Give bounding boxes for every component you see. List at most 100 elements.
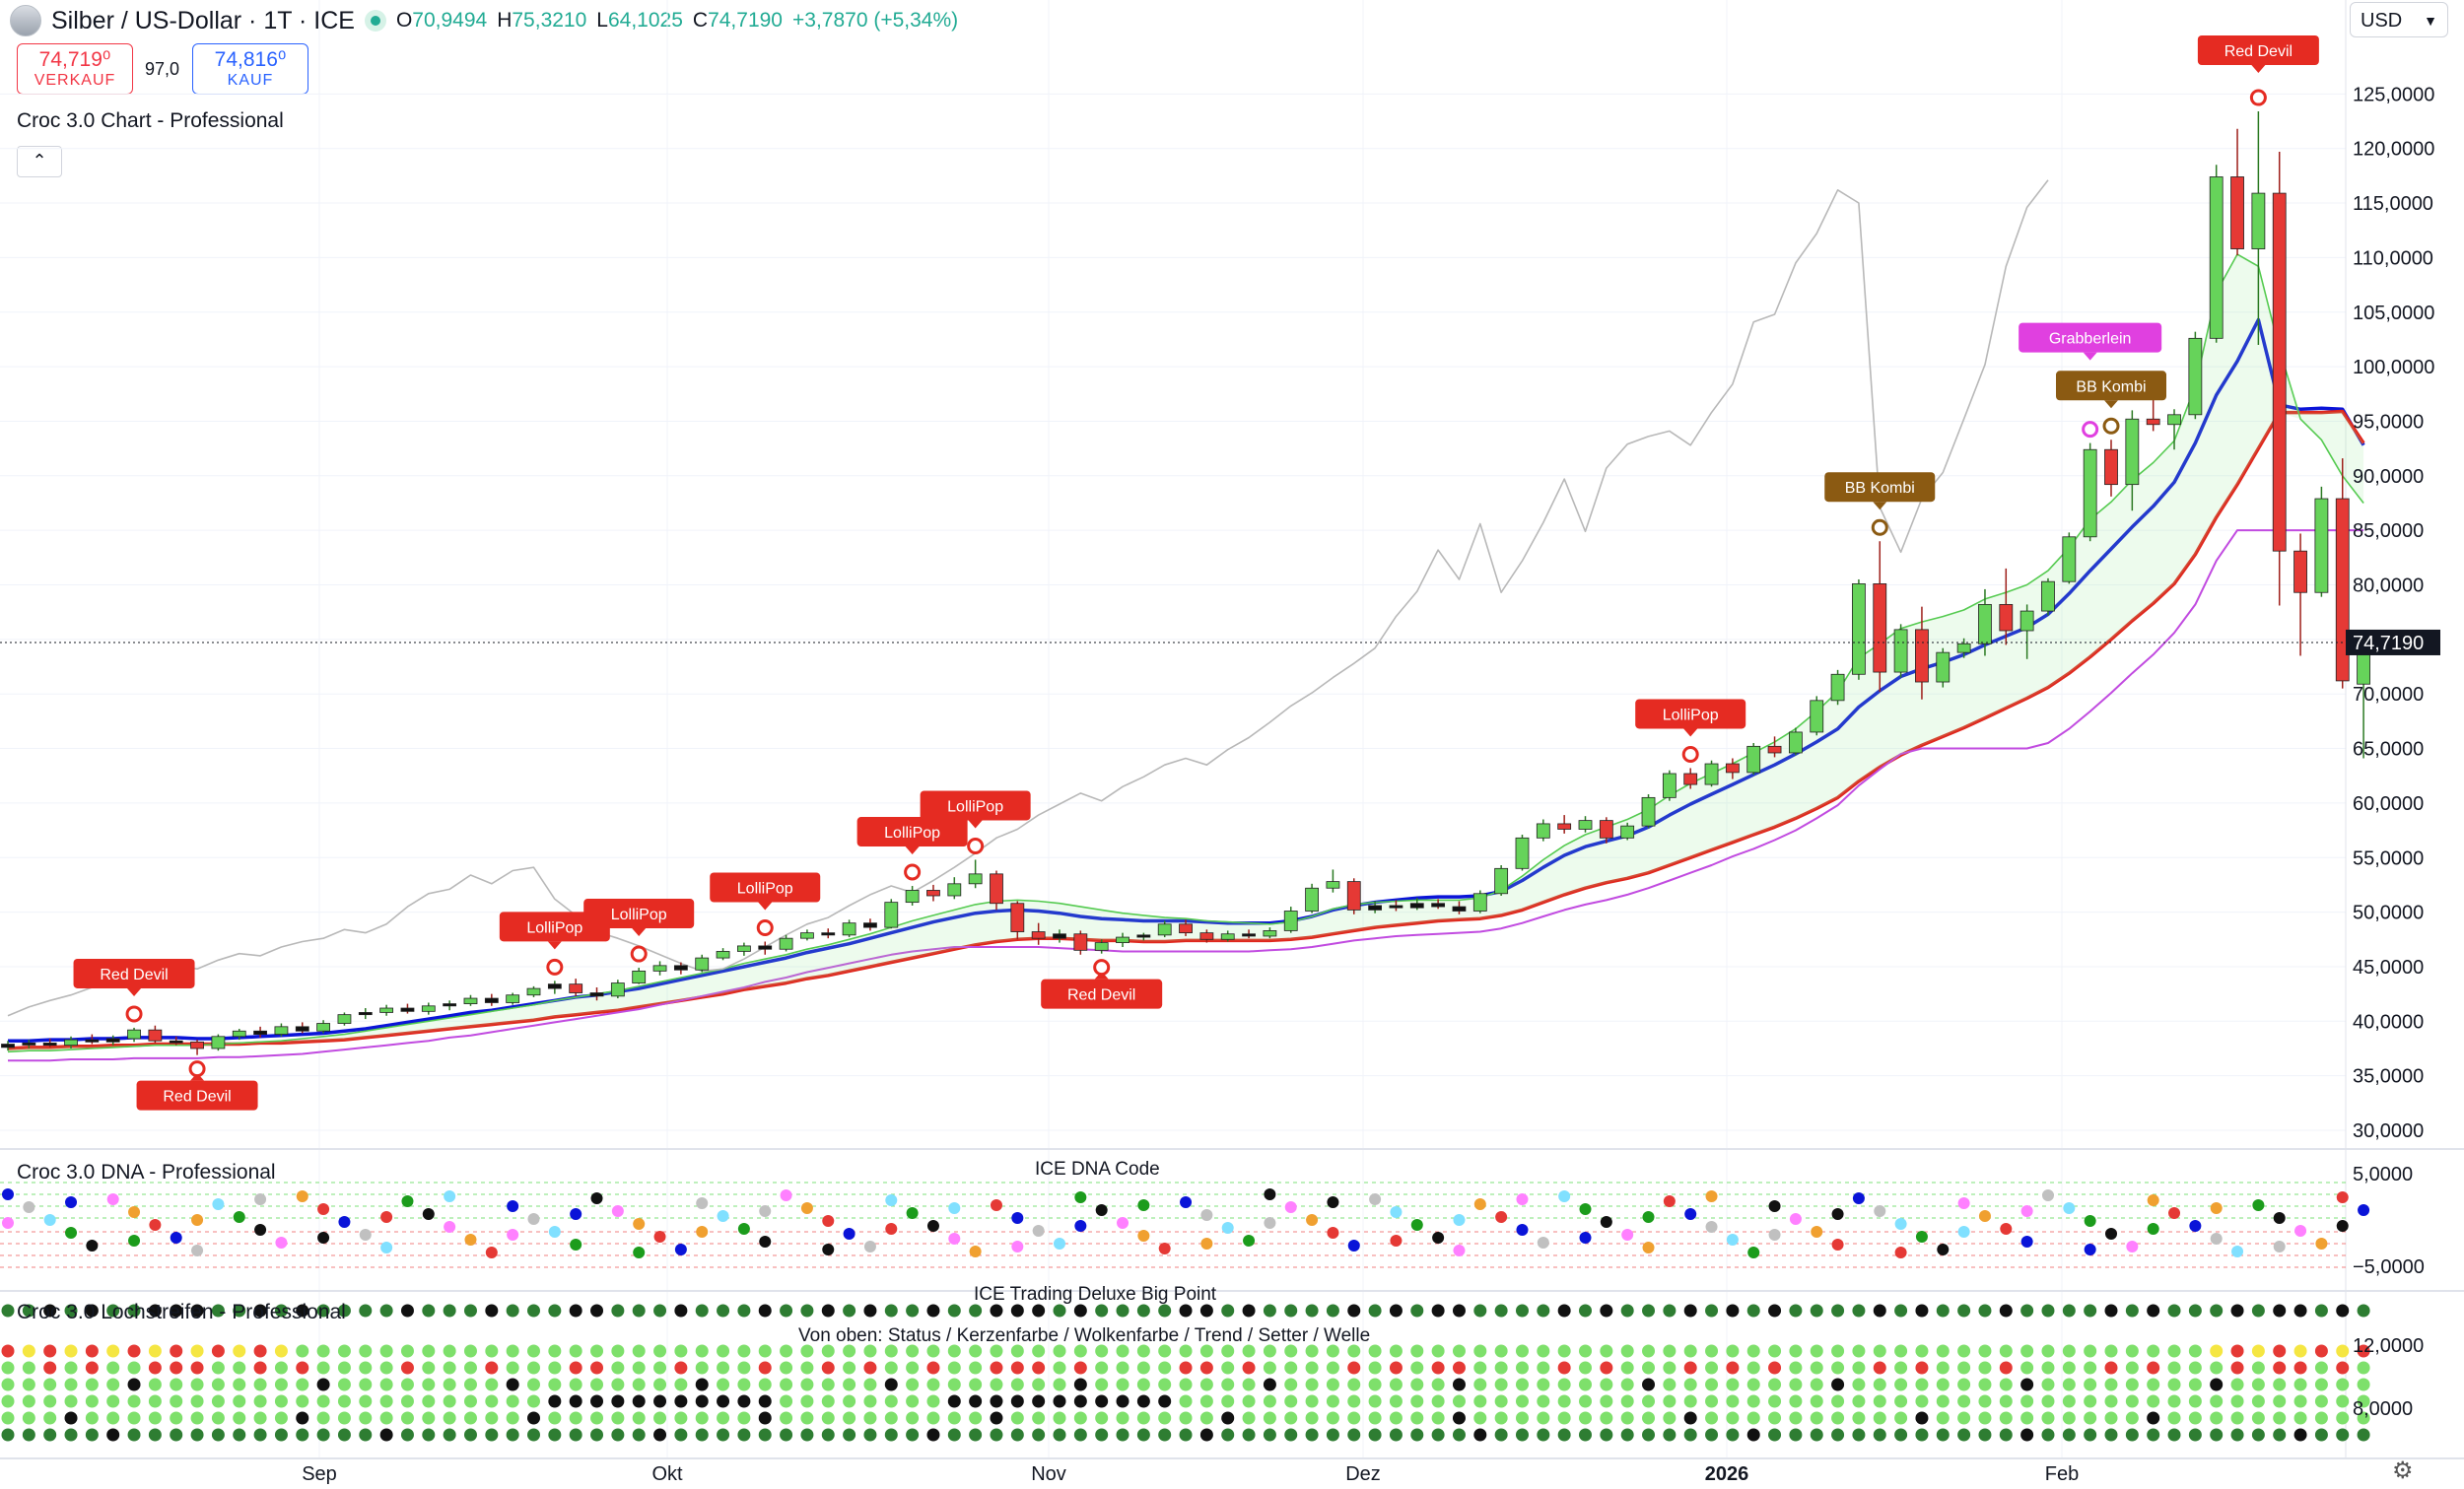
signal-marker	[2082, 421, 2099, 439]
lochstreifen-dot	[1010, 1411, 1024, 1425]
lochstreifen-dot	[379, 1304, 393, 1318]
dna-indicator-title[interactable]: Croc 3.0 DNA - Professional	[17, 1161, 276, 1184]
signal-label-text: LolliPop	[947, 798, 1003, 815]
lochstreifen-dot	[1053, 1411, 1066, 1425]
lochstreifen-dot	[632, 1411, 646, 1425]
lochstreifen-dot	[2251, 1304, 2265, 1318]
lochstreifen-dot	[506, 1428, 519, 1442]
lochstreifen-indicator-title[interactable]: Croc 3.0 Lochstreifen - Professional	[17, 1301, 346, 1323]
lochstreifen-dot	[590, 1394, 604, 1408]
dna-dot	[527, 1213, 540, 1225]
lochstreifen-dot	[1537, 1378, 1550, 1391]
lochstreifen-dot	[527, 1394, 540, 1408]
lochstreifen-dot	[1768, 1394, 1782, 1408]
settings-gear-icon[interactable]: ⚙	[2392, 1457, 2414, 1484]
lochstreifen-dot	[1073, 1378, 1087, 1391]
lochstreifen-dot	[1326, 1344, 1339, 1358]
lochstreifen-dot	[1158, 1411, 1172, 1425]
dna-dot	[1537, 1237, 1549, 1249]
symbol-title[interactable]: Silber / US-Dollar · 1T · ICE	[51, 6, 355, 34]
dna-dot	[1937, 1244, 1950, 1255]
candle-body	[1409, 903, 1424, 909]
lochstreifen-dot	[1831, 1378, 1845, 1391]
lochstreifen-dot	[1515, 1344, 1529, 1358]
lochstreifen-dot	[2357, 1428, 2370, 1442]
lochstreifen-dot	[43, 1304, 57, 1318]
currency-select[interactable]: USD ▼	[2350, 2, 2448, 37]
lochstreifen-dot	[990, 1378, 1003, 1391]
dna-dot	[2273, 1241, 2286, 1252]
lochstreifen-dot	[758, 1361, 772, 1375]
lochstreifen-dot	[296, 1344, 309, 1358]
lochstreifen-dot	[1894, 1361, 1908, 1375]
lochstreifen-dot	[1936, 1361, 1950, 1375]
candle-body	[1431, 903, 1446, 908]
dna-dot	[906, 1207, 919, 1219]
signal-label-text: LolliPop	[1663, 707, 1719, 723]
lochstreifen-dot	[1515, 1411, 1529, 1425]
lochstreifen-dot	[400, 1361, 414, 1375]
spread-value: 97,0	[145, 59, 180, 79]
lochstreifen-dot	[1957, 1344, 1971, 1358]
lochstreifen-dot	[359, 1344, 373, 1358]
lochstreifen-dot	[2041, 1361, 2055, 1375]
market-status-icon[interactable]	[364, 10, 386, 32]
lochstreifen-dot	[1515, 1361, 1529, 1375]
lochstreifen-dot	[1284, 1304, 1298, 1318]
lochstreifen-dot	[2062, 1378, 2076, 1391]
lochstreifen-dot	[1600, 1304, 1613, 1318]
dna-center-title: ICE DNA Code	[1035, 1159, 1160, 1180]
lochstreifen-dot	[1263, 1411, 1276, 1425]
main-indicator-title[interactable]: Croc 3.0 Chart - Professional	[17, 109, 284, 132]
dna-dot	[422, 1208, 435, 1220]
lochstreifen-dot	[2293, 1304, 2307, 1318]
dna-dot	[2126, 1241, 2139, 1252]
lochstreifen-dot	[2336, 1304, 2350, 1318]
lochstreifen-dot	[1831, 1344, 1845, 1358]
lochstreifen-dot	[2084, 1394, 2097, 1408]
lochstreifen-dot	[800, 1304, 814, 1318]
lochstreifen-dot	[400, 1378, 414, 1391]
dna-dot	[1200, 1238, 1213, 1250]
lochstreifen-dot	[233, 1361, 246, 1375]
dna-dot	[65, 1227, 78, 1239]
lochstreifen-dot	[590, 1344, 604, 1358]
lochstreifen-dot	[947, 1394, 961, 1408]
lochstreifen-dot	[1852, 1304, 1866, 1318]
lochstreifen-dot	[1852, 1428, 1866, 1442]
dna-dot	[633, 1218, 646, 1230]
lochstreifen-dot	[337, 1394, 351, 1408]
ohlc-close: C74,7190	[692, 9, 783, 32]
collapse-indicators-button[interactable]: ⌃	[17, 146, 62, 177]
lochstreifen-dot	[64, 1411, 78, 1425]
lochstreifen-dot	[1683, 1411, 1697, 1425]
lochstreifen-dot	[717, 1361, 730, 1375]
signal-marker	[630, 945, 648, 963]
chevron-up-icon: ⌃	[32, 151, 47, 170]
candle-body	[863, 922, 877, 928]
lochstreifen-dot	[22, 1361, 35, 1375]
lochstreifen-dot	[1831, 1304, 1845, 1318]
series-line	[8, 529, 2364, 1062]
candle-body	[1073, 933, 1088, 951]
lochstreifen-dot	[947, 1411, 961, 1425]
candle-body	[673, 965, 688, 971]
signal-label-pointer	[547, 941, 562, 950]
dna-dot	[149, 1219, 162, 1231]
lochstreifen-dot	[1789, 1344, 1803, 1358]
lochstreifen-dot	[737, 1378, 751, 1391]
lochstreifen-dot	[548, 1428, 562, 1442]
lochstreifen-dot	[1242, 1344, 1256, 1358]
lochstreifen-dot	[1663, 1304, 1677, 1318]
lochstreifen-dot	[253, 1378, 267, 1391]
candle-body	[1346, 881, 1361, 911]
lochstreifen-dot	[2125, 1394, 2139, 1408]
sell-button[interactable]: 74,719⁰ VERKAUF	[17, 43, 133, 95]
dna-dot	[1117, 1217, 1129, 1229]
lochstreifen-dot	[1999, 1361, 2013, 1375]
lochstreifen-dot	[1053, 1304, 1066, 1318]
lochstreifen-dot	[1663, 1344, 1677, 1358]
lochstreifen-dot	[695, 1344, 709, 1358]
lochstreifen-dot	[1663, 1361, 1677, 1375]
